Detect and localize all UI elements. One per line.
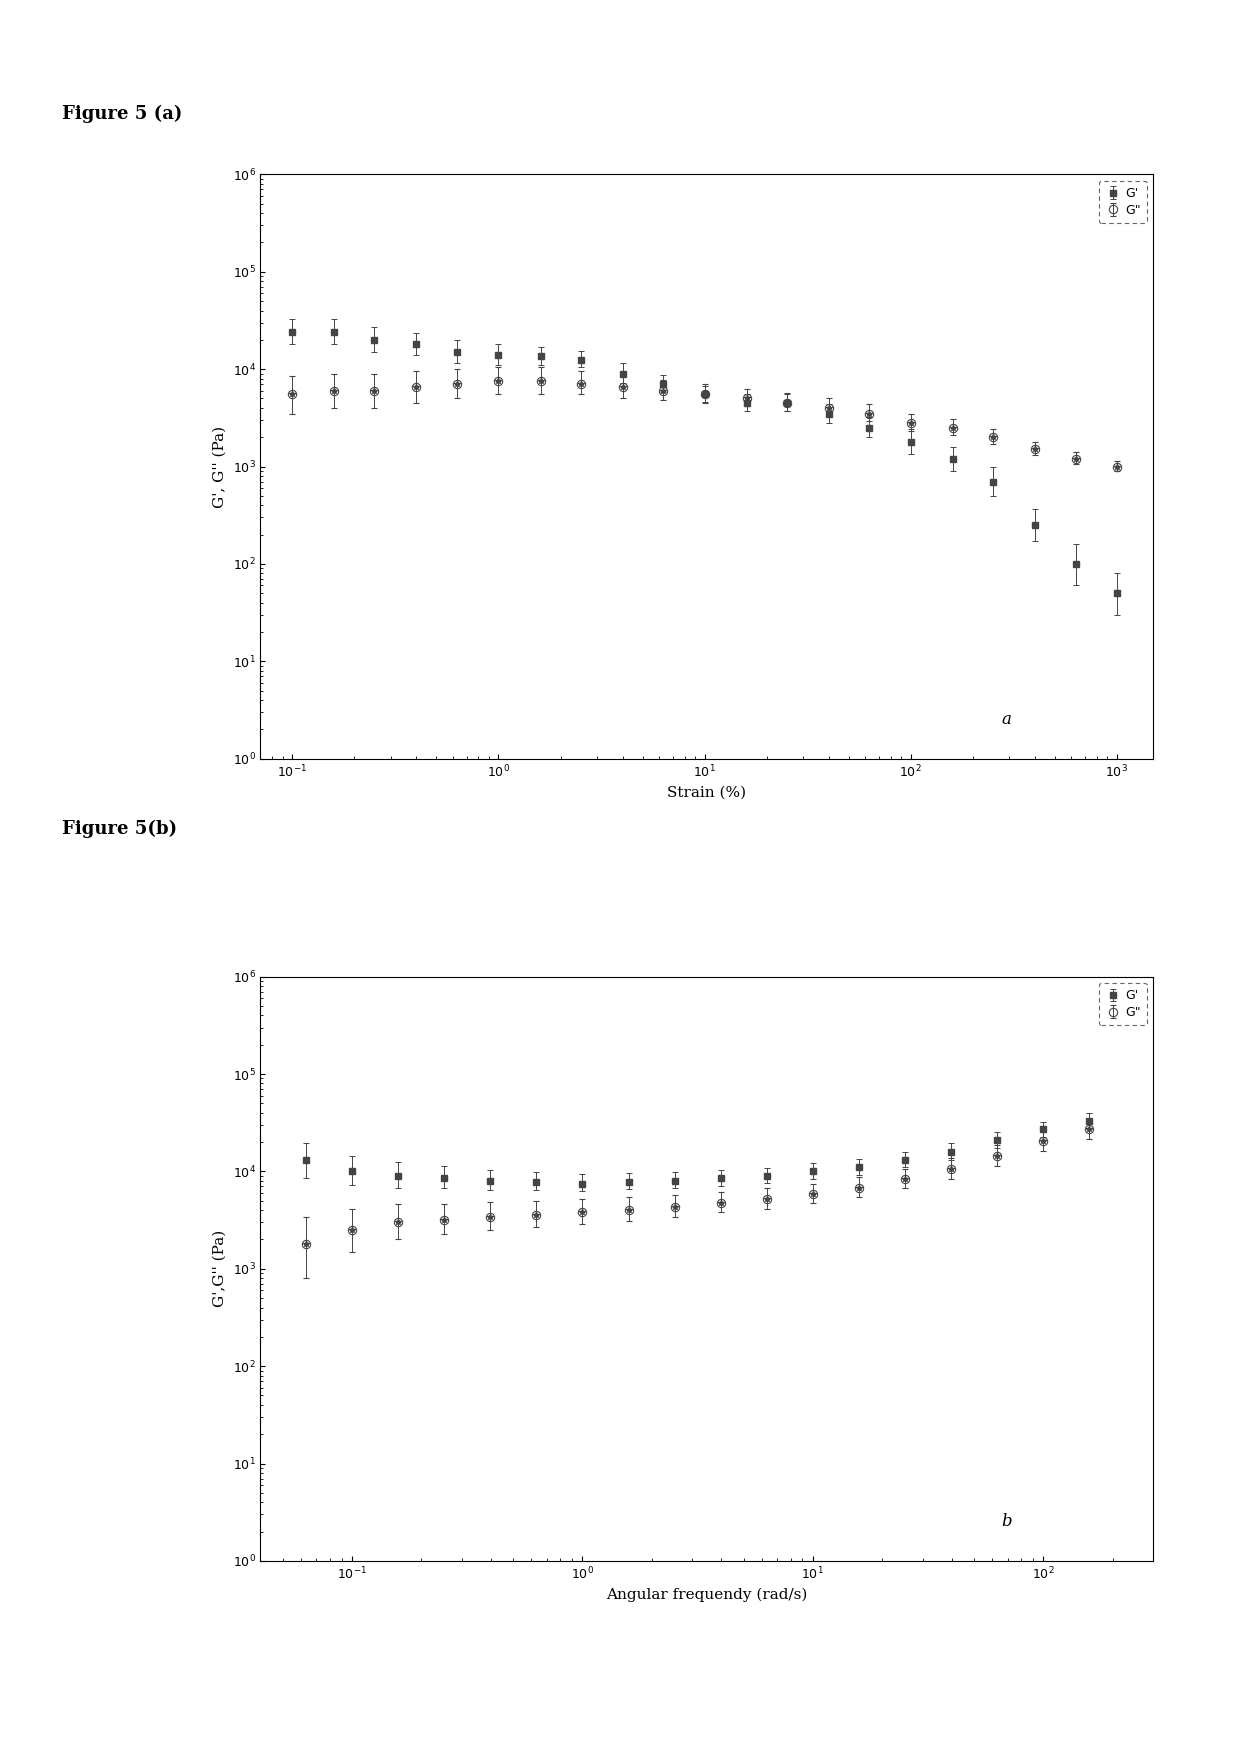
X-axis label: Angular frequendy (rad/s): Angular frequendy (rad/s): [606, 1587, 807, 1603]
X-axis label: Strain (%): Strain (%): [667, 785, 746, 800]
Y-axis label: G',G'' (Pa): G',G'' (Pa): [213, 1230, 227, 1308]
Legend: G', G": G', G": [1099, 984, 1147, 1025]
Text: a: a: [1002, 710, 1012, 727]
Text: b: b: [1002, 1512, 1012, 1529]
Legend: G', G": G', G": [1099, 181, 1147, 223]
Text: Figure 5(b): Figure 5(b): [62, 820, 177, 837]
Text: Figure 5 (a): Figure 5 (a): [62, 105, 182, 122]
Y-axis label: G', G'' (Pa): G', G'' (Pa): [213, 426, 227, 508]
